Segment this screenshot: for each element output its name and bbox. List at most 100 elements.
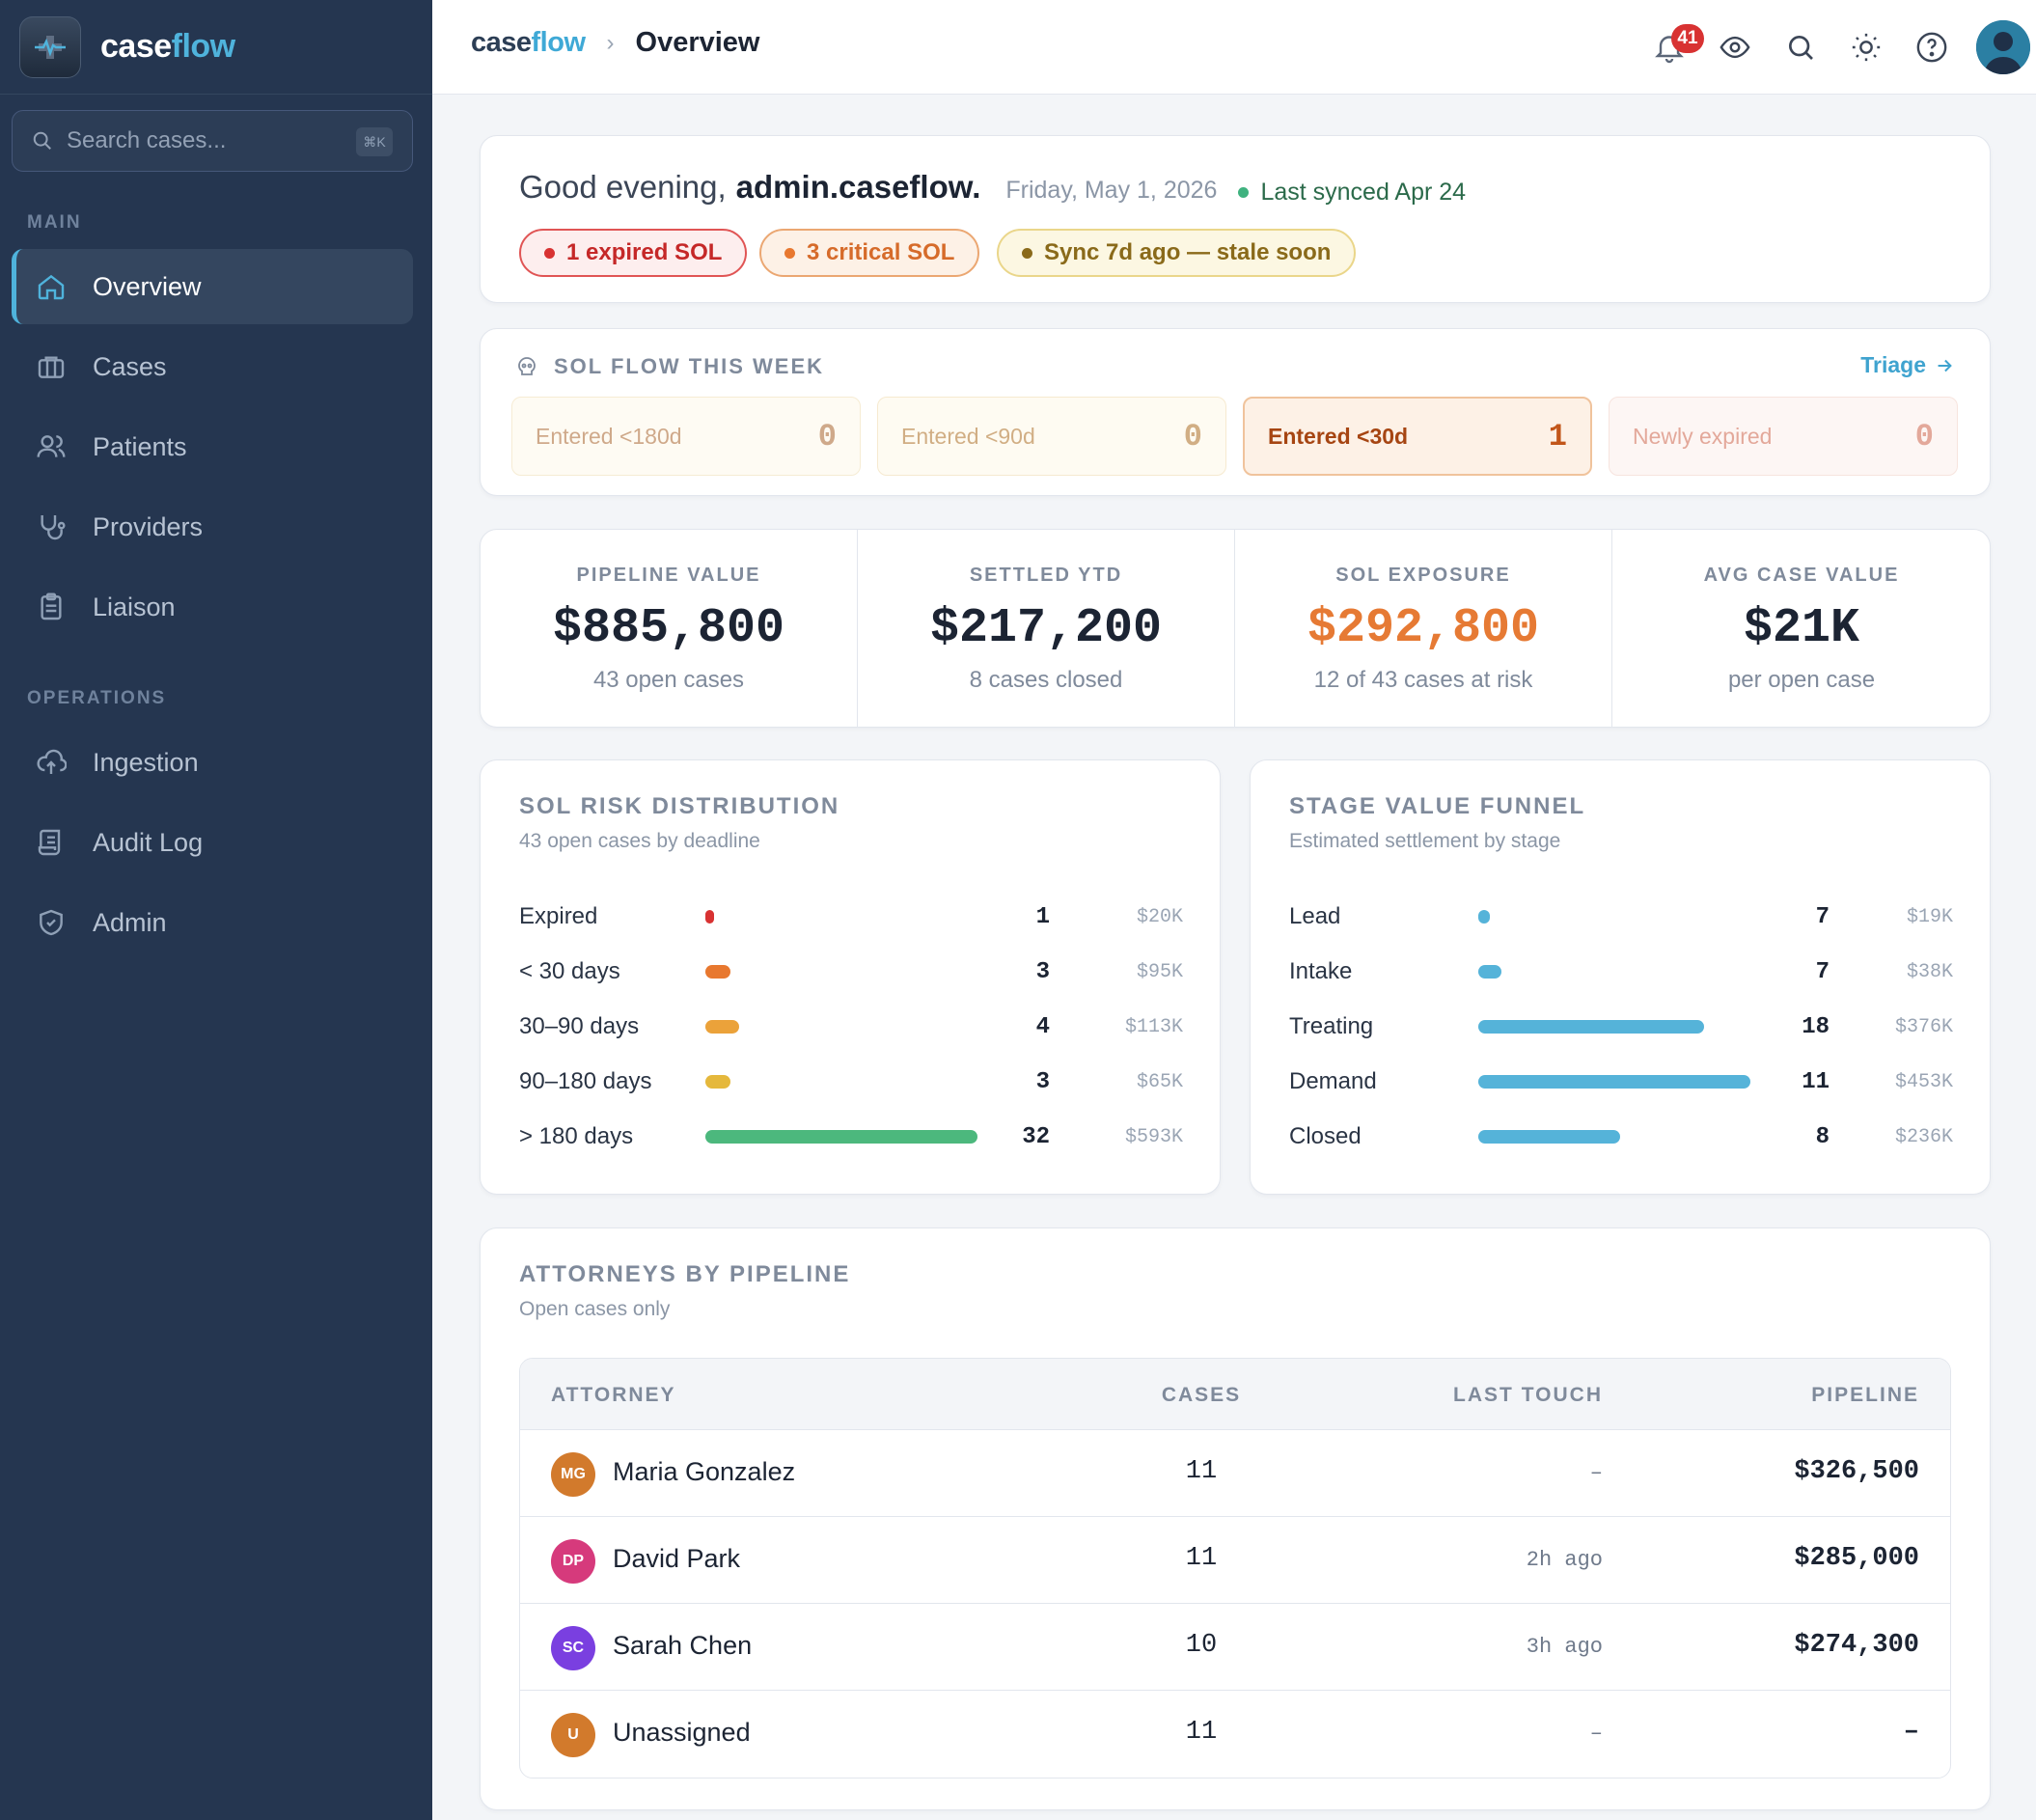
search-button[interactable] xyxy=(1768,14,1833,80)
panel-subtitle: Estimated settlement by stage xyxy=(1289,830,1561,852)
risk-label: > 180 days xyxy=(519,1123,634,1149)
avatar: U xyxy=(551,1713,595,1757)
panel-subtitle: 43 open cases by deadline xyxy=(519,830,760,852)
home-icon xyxy=(35,270,68,303)
sol-tile-expired[interactable]: Newly expired 0 xyxy=(1609,397,1958,476)
sol-tile-180d[interactable]: Entered <180d 0 xyxy=(511,397,861,476)
section-label-operations: OPERATIONS xyxy=(27,688,167,708)
stage-count: 8 xyxy=(1815,1123,1830,1150)
col-cases[interactable]: CASES xyxy=(1161,1384,1242,1406)
preview-button[interactable] xyxy=(1702,14,1768,80)
table-row[interactable]: MG Maria Gonzalez 11 – $326,500 xyxy=(520,1430,1950,1517)
pipeline-value: $285,000 xyxy=(1794,1544,1919,1573)
eye-icon xyxy=(1720,36,1750,59)
dot-icon xyxy=(544,247,555,259)
shield-icon xyxy=(35,906,68,939)
sidebar-item-patients[interactable]: Patients xyxy=(12,409,413,484)
sidebar-item-providers[interactable]: Providers xyxy=(12,489,413,565)
col-attorney[interactable]: ATTORNEY xyxy=(551,1384,676,1406)
sol-tile-30d[interactable]: Entered <30d 1 xyxy=(1243,397,1592,476)
alert-pill-critical[interactable]: 3 critical SOL xyxy=(759,229,980,277)
sol-tile-90d[interactable]: Entered <90d 0 xyxy=(877,397,1226,476)
avatar: DP xyxy=(551,1539,595,1584)
notifications-button[interactable]: 41 xyxy=(1637,14,1704,80)
risk-amount: $65K xyxy=(1136,1070,1183,1093)
attorneys-card: ATTORNEYS BY PIPELINE Open cases only AT… xyxy=(480,1227,1991,1810)
stage-label: Treating xyxy=(1289,1013,1374,1039)
sun-icon xyxy=(1852,33,1881,62)
stage-bar xyxy=(1478,1075,1750,1089)
sol-flow-card: SOL FLOW THIS WEEK Triage Entered <180d 0… xyxy=(480,328,1991,496)
alert-pill-sync[interactable]: Sync 7d ago — stale soon xyxy=(997,229,1357,277)
triage-link[interactable]: Triage xyxy=(1860,352,1955,378)
kpi-sol-exposure: SOL EXPOSURE $292,800 12 of 43 cases at ri… xyxy=(1235,530,1612,727)
last-touch: 2h ago xyxy=(1526,1548,1603,1572)
case-count: 11 xyxy=(1185,1457,1218,1486)
dot-icon xyxy=(1022,247,1032,259)
stage-amount: $236K xyxy=(1894,1125,1953,1148)
last-touch: – xyxy=(1589,1461,1603,1485)
alert-pill-expired[interactable]: 1 expired SOL xyxy=(519,229,748,277)
theme-toggle[interactable] xyxy=(1833,14,1899,80)
sidebar-item-admin[interactable]: Admin xyxy=(12,885,413,960)
kpi-value: $292,800 xyxy=(1307,601,1540,656)
skull-icon xyxy=(518,357,536,375)
avatar: SC xyxy=(551,1626,595,1670)
sidebar-item-audit-log[interactable]: Audit Log xyxy=(12,805,413,880)
user-avatar[interactable] xyxy=(1976,20,2030,74)
risk-count: 3 xyxy=(1035,958,1050,985)
table-row[interactable]: DP David Park 11 2h ago $285,000 xyxy=(520,1517,1950,1604)
pipeline-value: $326,500 xyxy=(1794,1457,1919,1486)
kpi-pipeline-value: PIPELINE VALUE $885,800 43 open cases xyxy=(481,530,858,727)
panel-title: ATTORNEYS BY PIPELINE xyxy=(519,1261,851,1287)
sidebar-item-cases[interactable]: Cases xyxy=(12,329,413,404)
sync-status: Last synced Apr 24 xyxy=(1238,179,1466,207)
greeting-user: admin.caseflow. xyxy=(735,169,981,205)
help-button[interactable] xyxy=(1899,14,1965,80)
case-count: 11 xyxy=(1185,1544,1218,1573)
table-header: ATTORNEY CASES LAST TOUCH PIPELINE xyxy=(520,1359,1950,1430)
briefcase-icon xyxy=(35,350,68,383)
stage-label: Closed xyxy=(1289,1123,1362,1149)
greeting-card: Good evening, admin.caseflow. Friday, Ma… xyxy=(480,135,1991,303)
table-body: MG Maria Gonzalez 11 – $326,500 DP David Park 1… xyxy=(520,1430,1950,1778)
greeting-line: Good evening, admin.caseflow. Friday, Ma… xyxy=(519,169,1467,207)
sidebar-item-ingestion[interactable]: Ingestion xyxy=(12,725,413,800)
kpi-card: PIPELINE VALUE $885,800 43 open cases SETT… xyxy=(480,529,1991,728)
col-last-touch[interactable]: LAST TOUCH xyxy=(1453,1384,1603,1406)
risk-label: Expired xyxy=(519,903,598,929)
topbar: caseflow › Overview 41 xyxy=(432,0,2036,95)
brand-name: caseflow xyxy=(100,28,235,65)
status-dot-icon xyxy=(1238,187,1250,198)
clipboard-icon xyxy=(35,591,68,623)
col-pipeline[interactable]: PIPELINE xyxy=(1811,1384,1919,1406)
stage-count: 18 xyxy=(1802,1013,1830,1040)
stage-funnel-card: STAGE VALUE FUNNEL Estimated settlement … xyxy=(1250,759,1991,1195)
brand[interactable]: caseflow xyxy=(0,0,432,95)
risk-bar xyxy=(705,1130,977,1144)
table-row[interactable]: SC Sarah Chen 10 3h ago $274,300 xyxy=(520,1604,1950,1691)
sidebar-item-liaison[interactable]: Liaison xyxy=(12,569,413,645)
sidebar-item-overview[interactable]: Overview xyxy=(12,249,413,324)
risk-amount: $593K xyxy=(1124,1125,1183,1148)
kpi-avg-case-value: AVG CASE VALUE $21K per open case xyxy=(1612,530,1991,727)
dot-icon xyxy=(784,247,795,259)
users-icon xyxy=(35,430,68,463)
panel-title: SOL RISK DISTRIBUTION xyxy=(519,793,840,819)
greeting-date: Friday, May 1, 2026 xyxy=(1005,177,1218,204)
search-input[interactable]: Search cases... ⌘K xyxy=(12,110,413,172)
breadcrumb-home[interactable]: caseflow xyxy=(471,27,586,58)
risk-amount: $95K xyxy=(1136,960,1183,983)
risk-label: < 30 days xyxy=(519,958,620,984)
stage-bar xyxy=(1478,1020,1704,1034)
avatar: MG xyxy=(551,1452,595,1497)
pulse-cross-icon xyxy=(35,35,66,59)
stage-amount: $19K xyxy=(1906,905,1953,928)
pipeline-value: – xyxy=(1903,1718,1919,1747)
cloud-upload-icon xyxy=(35,746,68,779)
help-icon xyxy=(1916,32,1947,63)
stethoscope-icon xyxy=(35,510,68,543)
kpi-value: $885,800 xyxy=(552,601,785,656)
table-row[interactable]: U Unassigned 11 – – xyxy=(520,1691,1950,1778)
attorney-name: David Park xyxy=(613,1544,741,1573)
